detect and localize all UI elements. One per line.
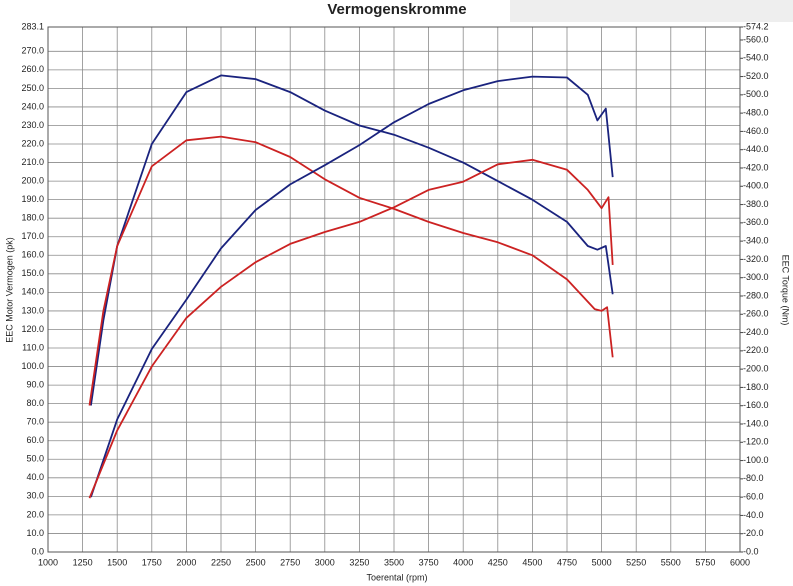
y2-tick-label: -460.0: [743, 126, 769, 136]
y2-tick-label: -200.0: [743, 364, 769, 374]
y-tick-label: 180.0: [21, 213, 44, 223]
y2-tick-label: -540.0: [743, 53, 769, 63]
y2-axis-label: EEC Torque (Nm): [781, 255, 791, 326]
y-tick-label: 150.0: [21, 268, 44, 278]
x-tick-label: 5250: [626, 557, 646, 567]
x-tick-label: 3500: [384, 557, 404, 567]
y-tick-label: 230.0: [21, 120, 44, 130]
x-tick-label: 5000: [592, 557, 612, 567]
y2-tick-label: -100.0: [743, 455, 769, 465]
y-tick-label: 20.0: [26, 509, 44, 519]
chart-title: Vermogenskromme: [327, 1, 466, 18]
y2-tick-label: -80.0: [743, 473, 764, 483]
y2-tick-label: -300.0: [743, 272, 769, 282]
y-tick-label: 100.0: [21, 361, 44, 371]
y-tick-label: 120.0: [21, 324, 44, 334]
x-tick-label: 6000: [730, 557, 750, 567]
y-tick-label: 190.0: [21, 194, 44, 204]
y-tick-label: 250.0: [21, 83, 44, 93]
y2-tick-label: -160.0: [743, 400, 769, 410]
x-tick-label: 3250: [349, 557, 369, 567]
x-tick-label: 3750: [419, 557, 439, 567]
y2-tick-label: -360.0: [743, 217, 769, 227]
series-line: [88, 135, 614, 406]
y-tick-label: 140.0: [21, 287, 44, 297]
y2-tick-label: -380.0: [743, 199, 769, 209]
y-tick-label: 90.0: [26, 379, 44, 389]
y-tick-label: 240.0: [21, 101, 44, 111]
y2-tick-label: -140.0: [743, 418, 769, 428]
series-line: [88, 158, 614, 499]
x-tick-label: 4250: [488, 557, 508, 567]
y2-tick-label: -220.0: [743, 345, 769, 355]
x-tick-label: 4500: [522, 557, 542, 567]
x-tick-label: 4750: [557, 557, 577, 567]
y-tick-label: 270.0: [21, 46, 44, 56]
x-tick-label: 2750: [280, 557, 300, 567]
y2-tick-label: -440.0: [743, 144, 769, 154]
y2-tick-label: -240.0: [743, 327, 769, 337]
y-tick-label: 210.0: [21, 157, 44, 167]
x-tick-label: 1250: [73, 557, 93, 567]
x-tick-label: 1000: [38, 557, 58, 567]
y2-tick-label: -60.0: [743, 492, 764, 502]
y-tick-label: 40.0: [26, 472, 44, 482]
y2-tick-label: -520.0: [743, 71, 769, 81]
y2-tick-label: -574.2: [743, 21, 769, 31]
y2-tick-label: -0.0: [743, 546, 759, 556]
x-tick-label: 3000: [315, 557, 335, 567]
y-tick-label: 170.0: [21, 231, 44, 241]
y-tick-label: 60.0: [26, 435, 44, 445]
x-tick-label: 2000: [176, 557, 196, 567]
y2-tick-label: -40.0: [743, 510, 764, 520]
y2-tick-label: -280.0: [743, 290, 769, 300]
y-tick-label: 220.0: [21, 138, 44, 148]
x-tick-label: 5750: [695, 557, 715, 567]
y2-tick-label: -260.0: [743, 309, 769, 319]
plot-border: [47, 26, 741, 553]
y-tick-label: 110.0: [22, 342, 44, 352]
header-box: [510, 0, 793, 22]
y2-tick-label: -180.0: [743, 382, 769, 392]
y2-tick-label: -20.0: [743, 528, 764, 538]
x-tick-label: 5500: [661, 557, 681, 567]
y2-tick-label: -500.0: [743, 89, 769, 99]
y-tick-label: 200.0: [21, 175, 44, 185]
y-tick-label: 283.1: [21, 21, 44, 31]
y2-tick-label: -560.0: [743, 34, 769, 44]
y2-tick-label: -340.0: [743, 236, 769, 246]
y-tick-label: 80.0: [26, 398, 44, 408]
y-tick-label: 70.0: [26, 417, 44, 427]
y-tick-label: 10.0: [26, 528, 44, 538]
y-tick-label: 0.0: [31, 546, 44, 556]
y-tick-label: 130.0: [21, 305, 44, 315]
series-line: [90, 75, 614, 498]
y-tick-label: 50.0: [26, 454, 44, 464]
x-tick-label: 2500: [246, 557, 266, 567]
x-tick-label: 4000: [453, 557, 473, 567]
x-axis-label: Toerental (rpm): [366, 572, 427, 582]
y-axis-label: EEC Motor Vermogen (pk): [4, 237, 14, 343]
y2-tick-label: -120.0: [743, 437, 769, 447]
y-tick-label: 260.0: [21, 64, 44, 74]
y-tick-label: 160.0: [21, 250, 44, 260]
y2-tick-label: -320.0: [743, 254, 769, 264]
x-tick-label: 1500: [107, 557, 127, 567]
y2-tick-label: -480.0: [743, 108, 769, 118]
x-tick-label: 2250: [211, 557, 231, 567]
x-tick-label: 1750: [142, 557, 162, 567]
y2-tick-label: -420.0: [743, 162, 769, 172]
series-line: [90, 74, 614, 406]
y-tick-label: 30.0: [26, 491, 44, 501]
y2-tick-label: -400.0: [743, 181, 769, 191]
